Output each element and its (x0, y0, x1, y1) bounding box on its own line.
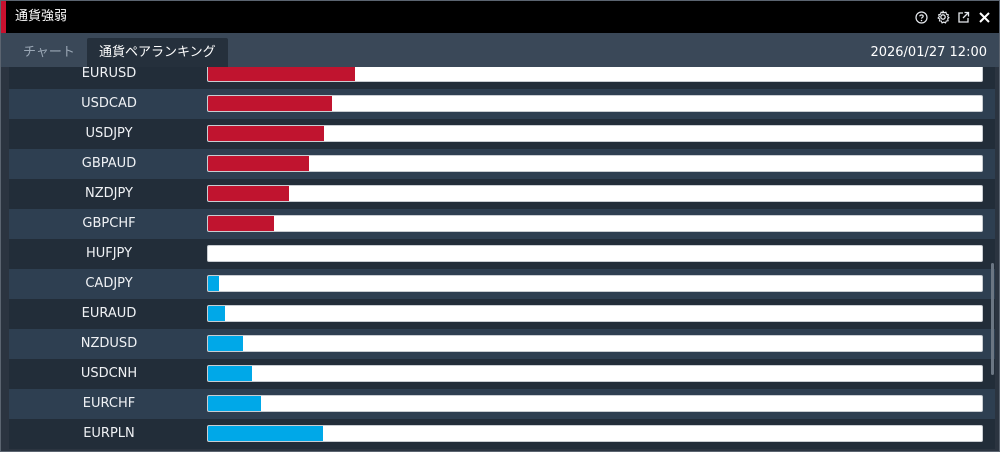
window-controls (913, 1, 993, 33)
help-icon[interactable] (913, 9, 930, 26)
strength-bar-fill (208, 306, 225, 321)
update-timestamp: 2026/01/27 12:00 (870, 45, 987, 60)
popout-icon[interactable] (955, 9, 972, 26)
pair-label: EURUSD (81, 67, 137, 81)
strength-bar-fill (208, 96, 332, 111)
pair-label: USDCNH (80, 366, 138, 381)
pair-label: USDCAD (81, 96, 137, 111)
strength-bar-track (207, 245, 983, 262)
ranking-row: EURPLN (9, 419, 995, 449)
ranking-row: USDCAD (9, 89, 995, 119)
tab-chart[interactable]: チャート (23, 45, 75, 60)
strength-bar-track (207, 215, 983, 232)
pair-label: HUFJPY (85, 246, 133, 261)
pair-label: GBPAUD (81, 156, 137, 171)
strength-bar-track (207, 185, 983, 202)
pair-label: CADJPY (85, 276, 133, 291)
strength-bar-fill (208, 126, 324, 141)
strength-bar-track (207, 155, 983, 172)
pair-label: EURPLN (83, 426, 135, 441)
strength-bar-fill (208, 366, 252, 381)
strength-bar-fill (208, 186, 289, 201)
pair-label: USDJPY (85, 126, 133, 141)
scrollbar-thumb[interactable] (991, 263, 994, 375)
strength-bar-track (207, 425, 983, 442)
strength-bar-fill (208, 336, 243, 351)
strength-bar-fill (208, 156, 309, 171)
tab-pair-ranking[interactable]: 通貨ペアランキング (87, 38, 228, 67)
strength-bar-track (207, 305, 983, 322)
settings-icon[interactable] (934, 9, 951, 26)
pair-ranking-list[interactable]: EURUSD USDCAD USDJPY GBPAUD NZDJPY GBPCHF HUFJ… (9, 67, 995, 449)
pair-label: EURCHF (82, 396, 136, 411)
ranking-row: GBPAUD (9, 149, 995, 179)
pair-label: NZDJPY (85, 186, 133, 201)
strength-bar-track (207, 275, 983, 292)
strength-bar-fill (208, 426, 323, 441)
ranking-row: EURAUD (9, 299, 995, 329)
strength-bar-track (207, 67, 983, 82)
close-icon[interactable] (976, 9, 993, 26)
strength-bar-track (207, 125, 983, 142)
ranking-row: CADJPY (9, 269, 995, 299)
strength-bar-fill (208, 67, 355, 81)
ranking-row: NZDJPY (9, 179, 995, 209)
ranking-row: HUFJPY (9, 239, 995, 269)
strength-bar-track (207, 95, 983, 112)
strength-bar-fill (208, 396, 261, 411)
strength-bar-fill (208, 216, 274, 231)
strength-bar-track (207, 365, 983, 382)
ranking-row: EURUSD (9, 67, 995, 89)
pair-label: EURAUD (81, 306, 137, 321)
strength-bar-track (207, 395, 983, 412)
pair-label: NZDUSD (80, 336, 138, 351)
title-bar: 通貨強弱 (1, 1, 999, 33)
strength-bar-fill (208, 276, 219, 291)
ranking-row: GBPCHF (9, 209, 995, 239)
title-accent (1, 1, 6, 33)
strength-bar-track (207, 335, 983, 352)
ranking-row: USDJPY (9, 119, 995, 149)
tab-bar: チャート 通貨ペアランキング 2026/01/27 12:00 (1, 33, 999, 67)
pair-label: GBPCHF (82, 216, 136, 231)
ranking-row: EURCHF (9, 389, 995, 419)
ranking-row: NZDUSD (9, 329, 995, 359)
ranking-row: USDCNH (9, 359, 995, 389)
window-title: 通貨強弱 (15, 9, 68, 24)
